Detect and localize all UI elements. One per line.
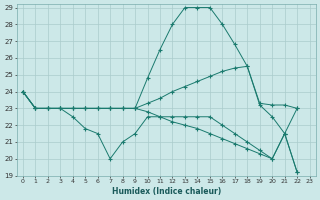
X-axis label: Humidex (Indice chaleur): Humidex (Indice chaleur) xyxy=(112,187,221,196)
